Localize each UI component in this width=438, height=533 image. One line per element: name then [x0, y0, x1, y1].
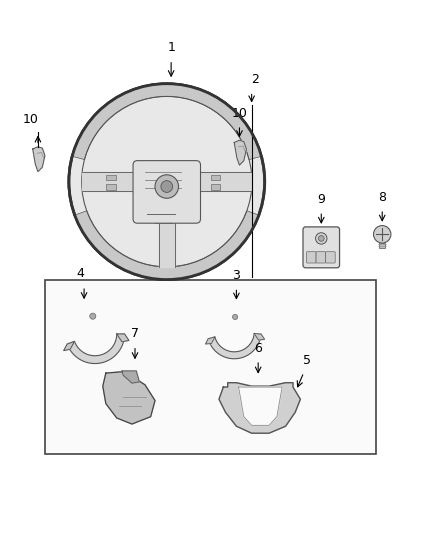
Bar — [211, 175, 220, 180]
Text: 10: 10 — [23, 114, 39, 126]
Polygon shape — [122, 371, 139, 383]
Text: 8: 8 — [378, 191, 386, 204]
Polygon shape — [219, 383, 300, 433]
Polygon shape — [81, 172, 138, 191]
Polygon shape — [33, 147, 45, 172]
Polygon shape — [72, 84, 261, 159]
Circle shape — [161, 181, 173, 192]
Circle shape — [318, 236, 324, 241]
Circle shape — [155, 175, 179, 198]
FancyBboxPatch shape — [303, 227, 339, 268]
Text: 4: 4 — [77, 268, 85, 280]
Circle shape — [315, 233, 327, 244]
Polygon shape — [234, 140, 247, 165]
Text: 6: 6 — [254, 342, 262, 355]
Polygon shape — [239, 387, 282, 425]
Polygon shape — [159, 211, 175, 267]
Polygon shape — [67, 334, 124, 364]
Text: 10: 10 — [232, 107, 247, 120]
Bar — [106, 184, 116, 190]
Text: 7: 7 — [131, 327, 139, 341]
Polygon shape — [117, 334, 129, 342]
Text: 2: 2 — [251, 74, 258, 86]
Polygon shape — [208, 334, 261, 359]
Polygon shape — [254, 334, 265, 340]
FancyBboxPatch shape — [133, 160, 201, 223]
Circle shape — [90, 313, 96, 319]
Polygon shape — [64, 342, 74, 351]
Circle shape — [374, 225, 391, 243]
Bar — [45, 279, 376, 454]
Polygon shape — [75, 211, 259, 279]
FancyBboxPatch shape — [316, 252, 325, 263]
Polygon shape — [205, 337, 215, 344]
Circle shape — [69, 84, 265, 279]
Text: 9: 9 — [318, 193, 325, 206]
Bar — [106, 175, 116, 180]
Polygon shape — [103, 372, 155, 424]
Bar — [211, 184, 220, 190]
Circle shape — [233, 314, 238, 320]
Text: 1: 1 — [167, 41, 175, 54]
Text: 3: 3 — [233, 269, 240, 282]
FancyBboxPatch shape — [307, 252, 316, 263]
Bar — [379, 243, 385, 248]
FancyBboxPatch shape — [325, 252, 335, 263]
Text: 5: 5 — [304, 354, 311, 367]
Polygon shape — [196, 172, 252, 191]
